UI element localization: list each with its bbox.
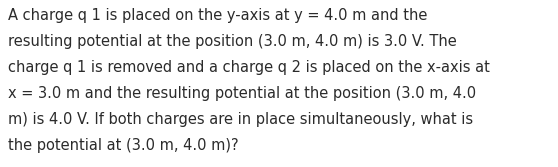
Text: the potential at (3.0 m, 4.0 m)?: the potential at (3.0 m, 4.0 m)? — [8, 138, 239, 153]
Text: x = 3.0 m and the resulting potential at the position (3.0 m, 4.0: x = 3.0 m and the resulting potential at… — [8, 86, 477, 101]
Text: m) is 4.0 V. If both charges are in place simultaneously, what is: m) is 4.0 V. If both charges are in plac… — [8, 112, 474, 127]
Text: charge q 1 is removed and a charge q 2 is placed on the x-axis at: charge q 1 is removed and a charge q 2 i… — [8, 60, 490, 75]
Text: A charge q 1 is placed on the y-axis at y = 4.0 m and the: A charge q 1 is placed on the y-axis at … — [8, 8, 428, 23]
Text: resulting potential at the position (3.0 m, 4.0 m) is 3.0 V. The: resulting potential at the position (3.0… — [8, 34, 457, 49]
